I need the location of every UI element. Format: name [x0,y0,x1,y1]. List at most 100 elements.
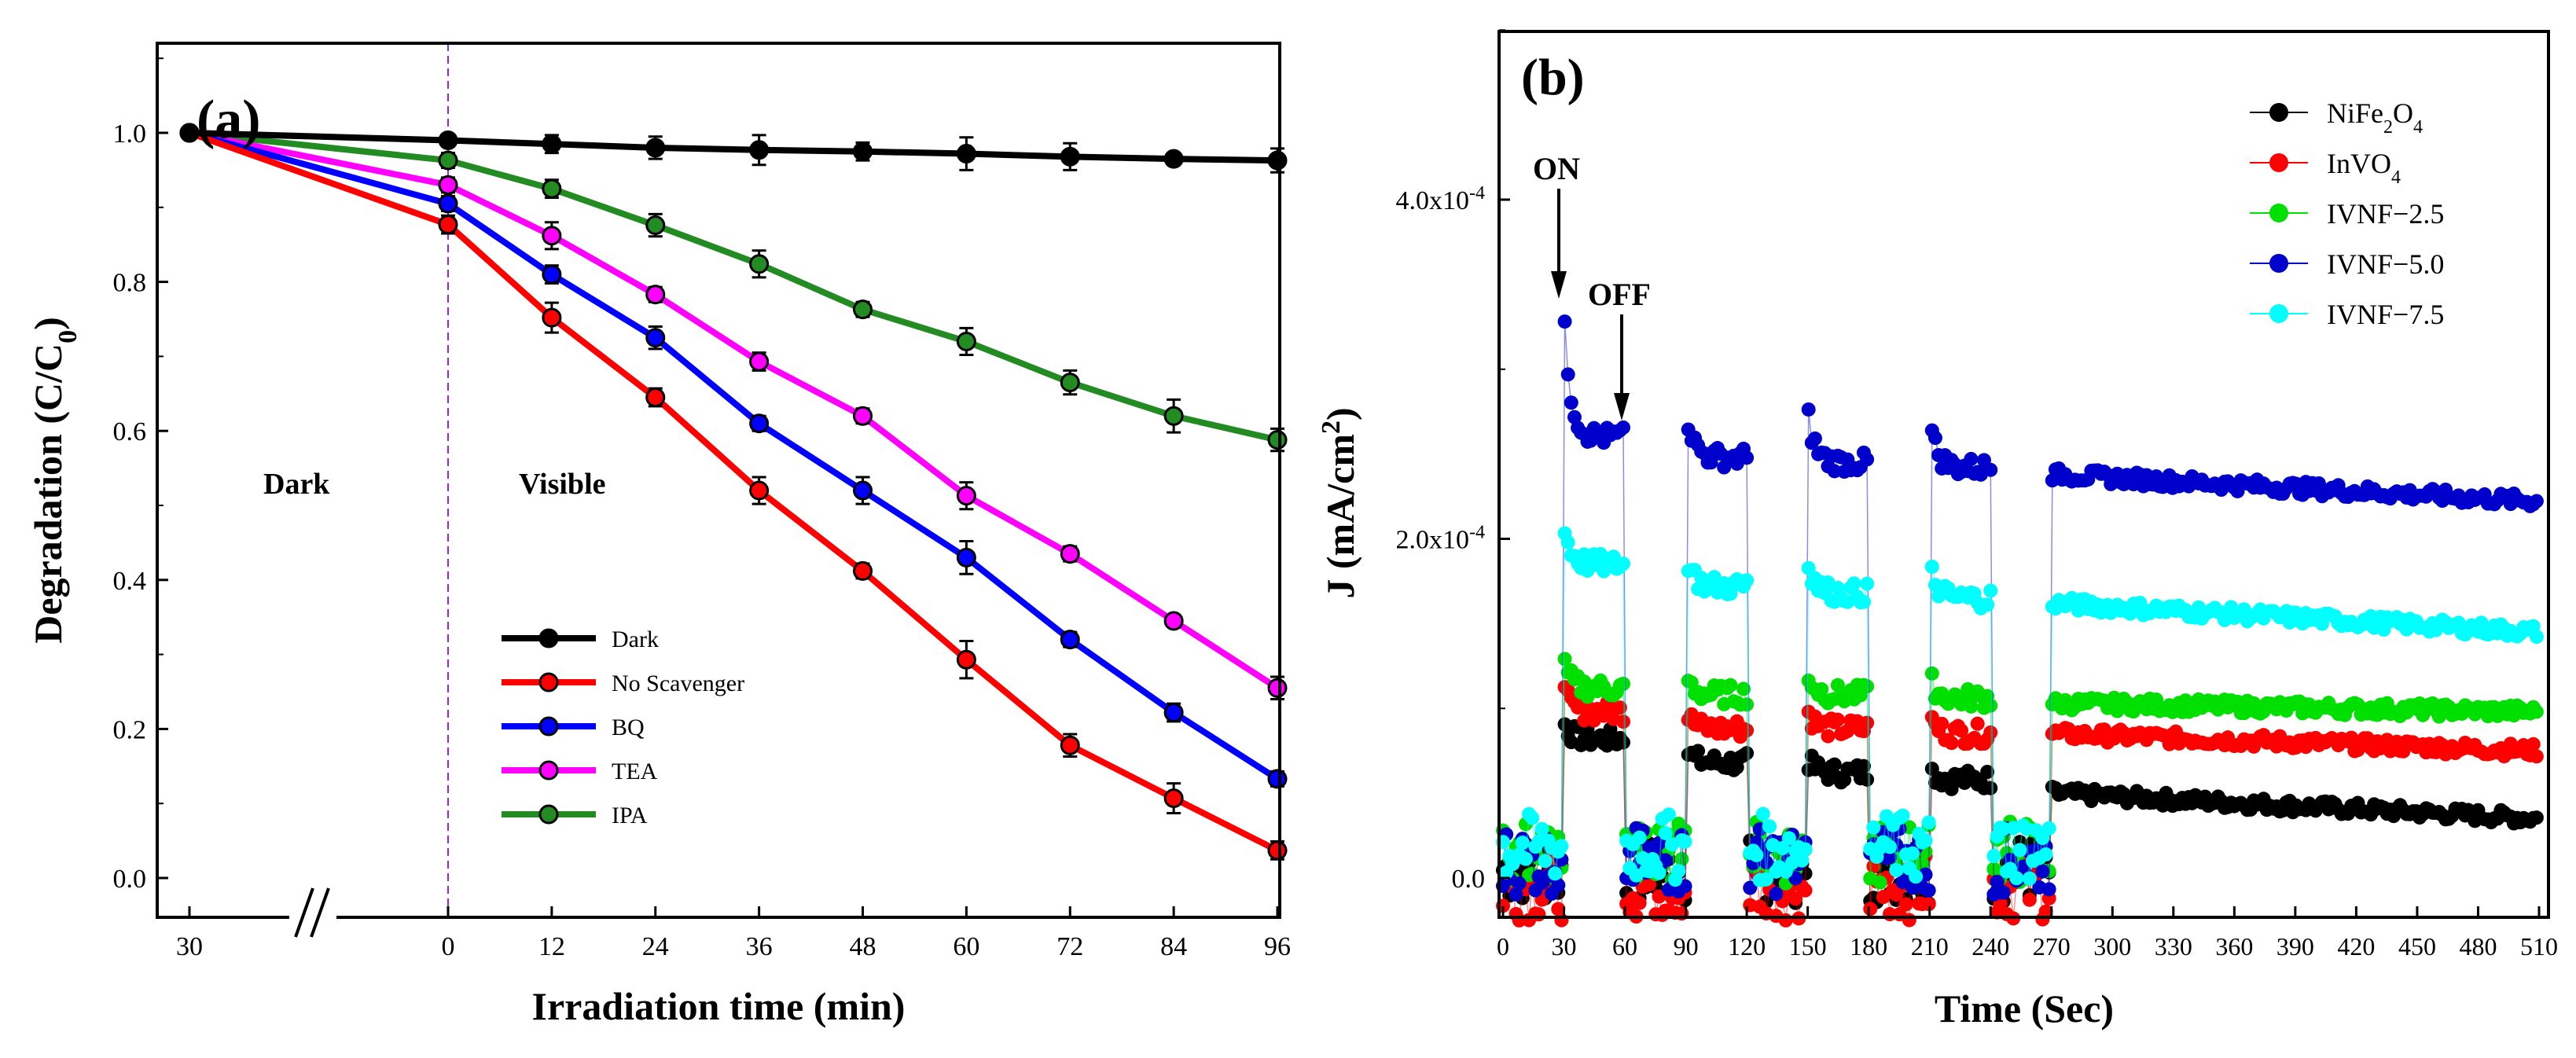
data-point [1736,681,1751,696]
x-tick-label: 180 [1850,932,1887,961]
data-point [1615,557,1630,571]
legend-swatch-marker [2269,254,2288,273]
axis-break-mark [289,887,336,943]
data-point [1615,735,1630,750]
data-point [1758,872,1773,887]
data-point [1830,678,1845,692]
annotation-visible: Visible [519,468,606,501]
data-point [2022,871,2037,886]
data-point [2009,871,2024,886]
data-point [1267,150,1288,171]
x-tick-label: 12 [538,932,565,961]
legend-swatch-marker [2269,304,2288,323]
data-point [1512,876,1527,891]
data-point [1267,769,1288,789]
data-point [1060,146,1080,167]
data-point [1606,549,1621,564]
data-point [1898,897,1913,912]
data-point [2038,904,2053,919]
data-point [1798,842,1813,857]
data-point [749,351,770,372]
data-point [1781,831,1796,846]
data-point [1996,885,2011,900]
series-line [189,130,1280,691]
legend-swatch-marker [2269,153,2288,172]
data-point [542,134,562,154]
data-point [1986,849,2001,864]
data-point [1762,819,1777,834]
data-point [1964,699,1979,714]
data-point [1163,149,1184,169]
x-tick-label: 36 [746,932,773,961]
data-point [2022,892,2037,907]
legend-label: No Scavenger [612,670,744,696]
data-point [1856,759,1871,773]
data-point [1723,678,1738,692]
panel-b-frame [1497,30,2550,919]
data-point [1847,576,1861,591]
x-tick-label: 210 [1911,932,1949,961]
annotation-on-arrow [1551,189,1567,299]
data-point [1924,560,1939,575]
series-line [188,130,1280,782]
x-tick-label: 510 [2520,932,2558,961]
panel-a-x-axis-title: Irradiation time (min) [532,984,906,1028]
legend-entry: IVNF−7.5 [2250,299,2444,330]
data-point [1615,420,1630,435]
data-point [1740,723,1755,738]
x-tick-label: 90 [1674,932,1699,961]
data-point [1935,716,1949,731]
data-point [1267,678,1288,698]
data-point [1860,452,1875,467]
data-point [1642,877,1657,892]
legend-swatch-marker [2269,204,2288,222]
annotation-on: ON [1533,151,1580,186]
data-point [1905,880,1920,895]
data-point [1678,834,1692,849]
data-point [1740,573,1755,588]
x-tick-label: 30 [1552,932,1577,961]
data-point [1564,395,1578,410]
series-dark [179,123,1288,174]
data-point [1557,652,1572,667]
legend-entry: No Scavenger [502,670,744,696]
x-tick-label: 120 [1728,932,1766,961]
data-point [1525,810,1540,825]
data-point [1801,560,1816,575]
data-point [1534,821,1549,836]
data-point [1548,866,1563,881]
data-point [1515,836,1530,850]
data-point [1538,854,1553,869]
data-point [645,215,666,236]
data-point [1866,820,1881,835]
annotation-off-arrow [1614,314,1630,421]
panel-b-x-axis-title: Time (Sec) [1935,986,2114,1030]
x-tick-label: 240 [1972,932,2009,961]
data-point [645,328,666,348]
data-point [1508,887,1523,902]
data-point [2526,737,2541,751]
data-point [1778,913,1793,928]
legend-entry: BQ [502,715,645,740]
data-point [542,226,562,246]
data-point [1554,839,1569,854]
data-point [2431,709,2446,724]
data-point [1758,855,1773,870]
data-point [853,406,873,426]
data-point [1597,564,1611,579]
legend-entry: InVO4 [2250,148,2401,188]
data-point [1863,902,1878,917]
data-point [2038,847,2053,861]
data-point [1755,806,1770,821]
data-point [542,264,562,285]
data-point [956,331,976,351]
data-point [438,193,458,214]
legend-swatch-marker [538,804,559,825]
data-point [2012,843,2027,858]
data-point [1814,681,1829,696]
legend-entry: IVNF−2.5 [2250,198,2444,230]
data-point [179,123,200,143]
data-point [1658,825,1673,840]
data-point [1769,887,1784,902]
